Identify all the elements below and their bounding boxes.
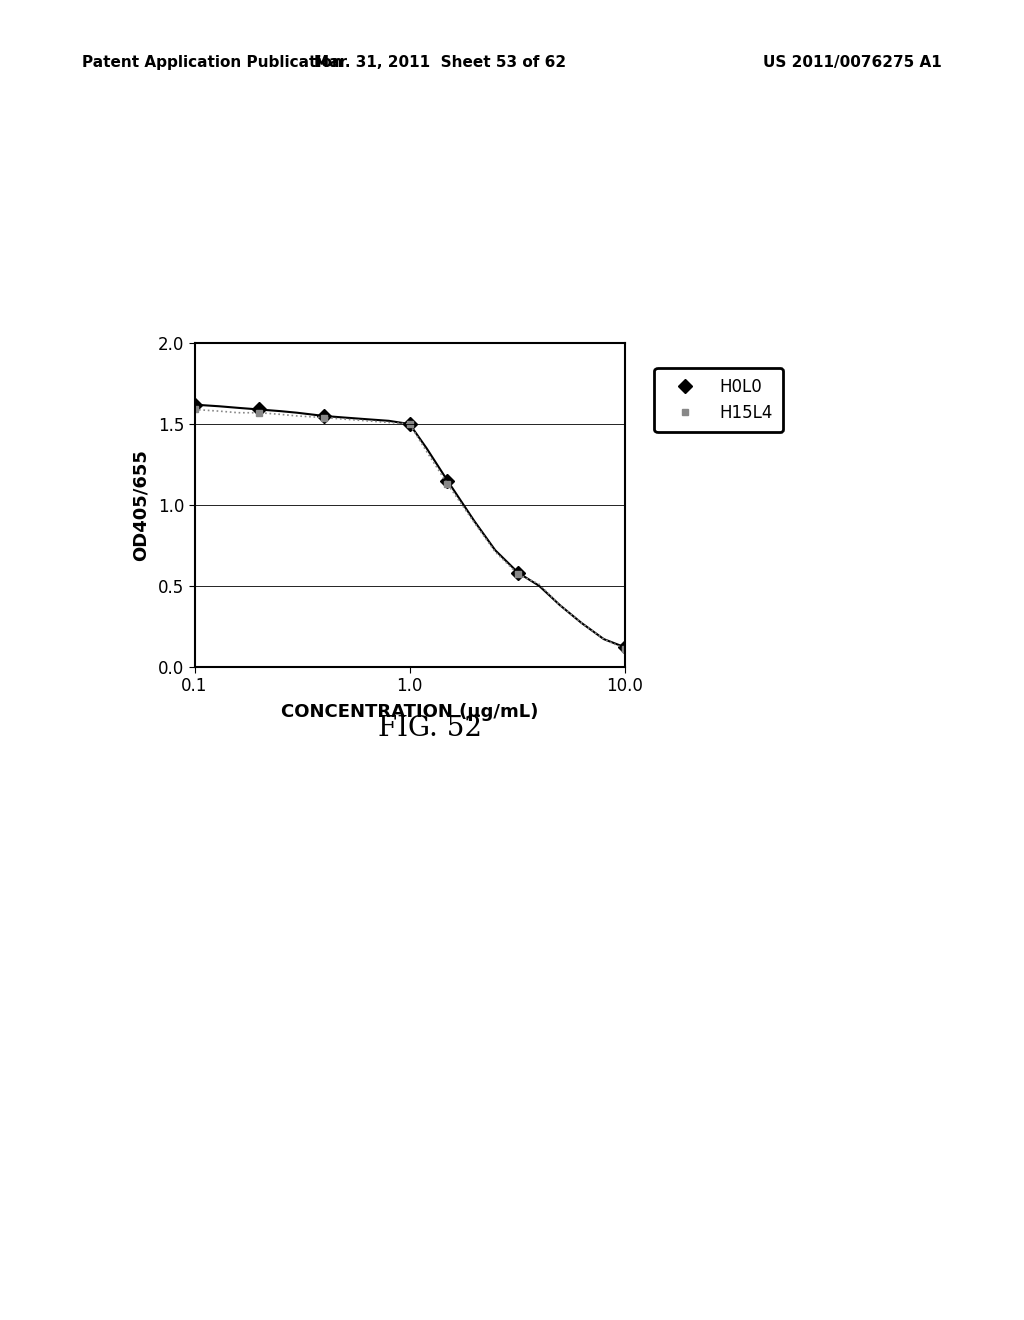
H0L0: [618, 639, 631, 655]
Legend: H0L0, H15L4: H0L0, H15L4: [654, 368, 783, 432]
H0L0: [317, 408, 330, 424]
H15L4: [441, 477, 454, 492]
H15L4: [512, 566, 524, 582]
Text: FIG. 52: FIG. 52: [378, 715, 482, 742]
H15L4: [403, 416, 416, 432]
Text: Mar. 31, 2011  Sheet 53 of 62: Mar. 31, 2011 Sheet 53 of 62: [314, 55, 566, 70]
H0L0: [441, 473, 454, 488]
Line: H0L0: H0L0: [189, 400, 630, 652]
H0L0: [188, 397, 201, 413]
Text: US 2011/0076275 A1: US 2011/0076275 A1: [763, 55, 942, 70]
X-axis label: CONCENTRATION (μg/mL): CONCENTRATION (μg/mL): [281, 704, 539, 721]
H15L4: [618, 642, 631, 657]
H15L4: [253, 405, 265, 421]
Line: H15L4: H15L4: [191, 407, 628, 652]
H0L0: [512, 565, 524, 581]
H15L4: [188, 401, 201, 417]
H0L0: [253, 401, 265, 417]
Text: Patent Application Publication: Patent Application Publication: [82, 55, 343, 70]
H0L0: [403, 416, 416, 432]
H15L4: [317, 409, 330, 425]
Y-axis label: OD405/655: OD405/655: [131, 449, 150, 561]
